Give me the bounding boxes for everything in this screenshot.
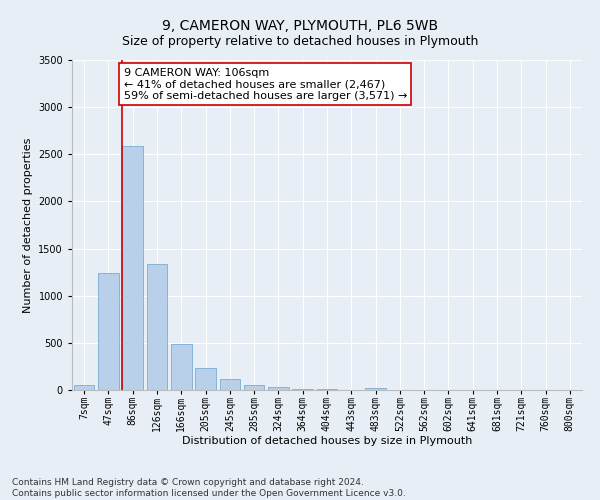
Bar [292, 388, 313, 390]
Bar [268, 387, 289, 390]
Bar [98, 273, 119, 390]
Text: 9, CAMERON WAY, PLYMOUTH, PL6 5WB: 9, CAMERON WAY, PLYMOUTH, PL6 5WB [162, 18, 438, 32]
Bar [122, 146, 143, 390]
Bar [146, 264, 167, 390]
Text: Size of property relative to detached houses in Plymouth: Size of property relative to detached ho… [122, 34, 478, 48]
Bar [365, 388, 386, 390]
Text: Contains HM Land Registry data © Crown copyright and database right 2024.
Contai: Contains HM Land Registry data © Crown c… [12, 478, 406, 498]
Bar [74, 386, 94, 390]
Y-axis label: Number of detached properties: Number of detached properties [23, 138, 32, 312]
Bar [317, 389, 337, 390]
Bar [244, 385, 265, 390]
Text: 9 CAMERON WAY: 106sqm
← 41% of detached houses are smaller (2,467)
59% of semi-d: 9 CAMERON WAY: 106sqm ← 41% of detached … [124, 68, 407, 100]
Bar [195, 368, 216, 390]
Bar [171, 344, 191, 390]
X-axis label: Distribution of detached houses by size in Plymouth: Distribution of detached houses by size … [182, 436, 472, 446]
Bar [220, 379, 240, 390]
